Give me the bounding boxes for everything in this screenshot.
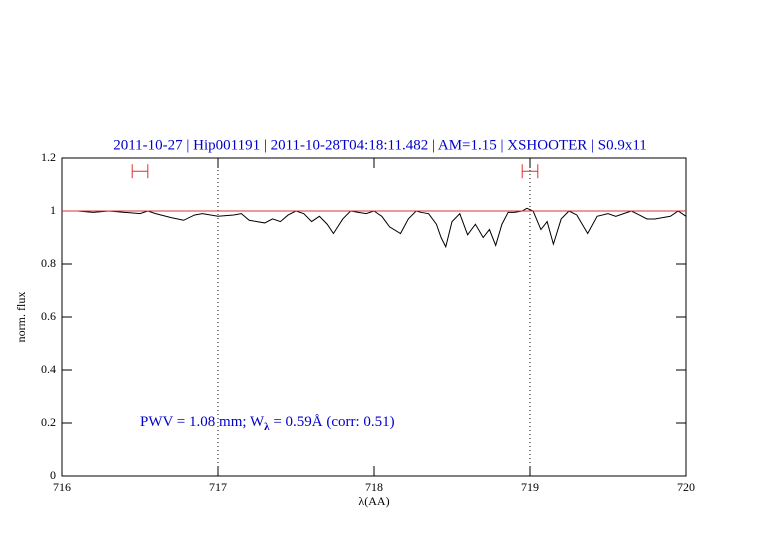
annotation-part: = 0.59Å (corr: 0.51) [270, 414, 395, 430]
series-line [62, 207, 687, 249]
x-axis-label: λ(AA) [358, 494, 389, 508]
interval-marker [521, 164, 539, 179]
annotation-subscript: λ [264, 421, 270, 433]
x-tick-label: 719 [521, 480, 539, 494]
y-tick-label: 0.2 [41, 415, 56, 429]
x-tick-label: 716 [53, 480, 71, 494]
y-tick-label: 0.6 [41, 309, 56, 323]
y-tick-label: 0 [50, 468, 56, 482]
y-tick-label: 1 [50, 203, 56, 217]
annotation-part: PWV = 1.08 mm; W [140, 414, 265, 430]
y-tick-label: 0.4 [41, 362, 56, 376]
y-tick-label: 0.8 [41, 256, 56, 270]
x-tick-label: 717 [209, 480, 227, 494]
chart-title: 2011-10-27 | Hip001191 | 2011-10-28T04:1… [113, 137, 647, 153]
y-tick-label: 1.2 [41, 150, 56, 164]
annotation: PWV = 1.08 mm; Wλ = 0.59Å (corr: 0.51) [140, 414, 395, 432]
y-axis-label: norm. flux [14, 292, 28, 343]
x-tick-label: 720 [677, 480, 695, 494]
interval-marker [131, 164, 149, 179]
x-tick-label: 718 [365, 480, 383, 494]
